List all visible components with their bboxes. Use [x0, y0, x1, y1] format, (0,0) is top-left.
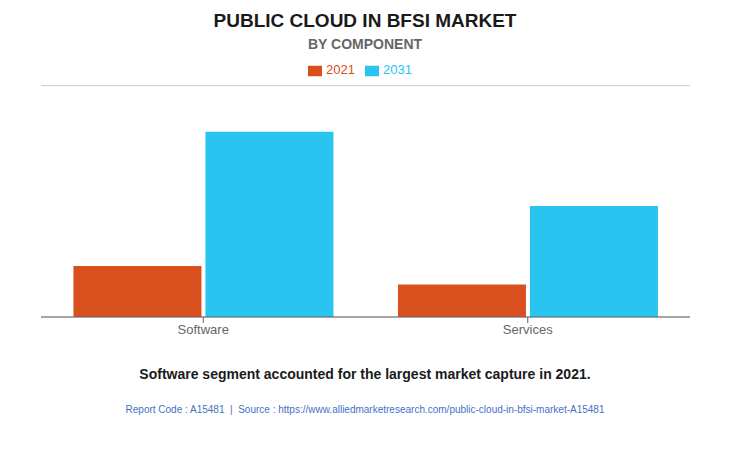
html-text:BY COMPONENT: BY COMPONENT — [308, 36, 422, 52]
html-text:2021: 2021 — [326, 62, 355, 77]
svg-text:Services: Services — [503, 322, 553, 337]
svg-text:Software: Software — [178, 322, 229, 337]
html-text:2031: 2031 — [383, 62, 412, 77]
html-text:Report Code : A15481 | Source: Report Code : A15481 | Source : https://… — [125, 404, 605, 415]
html-text:PUBLIC CLOUD IN BFSI MARKET: PUBLIC CLOUD IN BFSI MARKET — [213, 10, 517, 31]
html-text:Software segment accounted for: Software segment accounted for the large… — [139, 366, 591, 382]
